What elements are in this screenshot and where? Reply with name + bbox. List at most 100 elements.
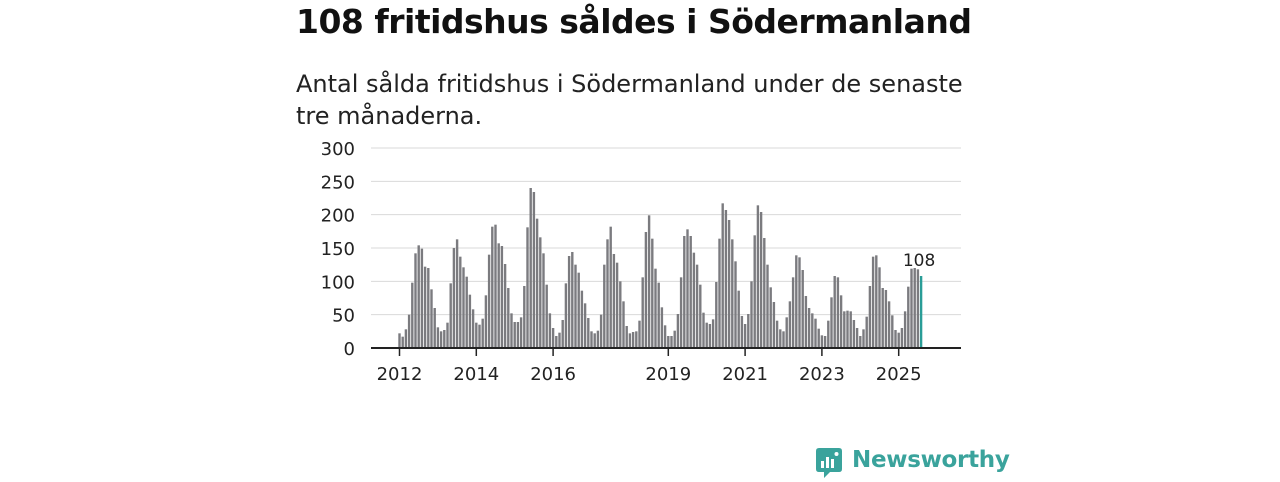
bar	[807, 308, 811, 348]
bar	[404, 329, 408, 348]
bar	[561, 320, 564, 348]
bar	[459, 256, 462, 348]
bar	[542, 253, 545, 348]
bar	[791, 277, 795, 348]
bar	[532, 192, 536, 348]
bar	[558, 332, 561, 348]
bar	[814, 318, 817, 348]
bar	[833, 276, 836, 348]
bar	[484, 295, 488, 348]
bar	[756, 205, 760, 348]
bar	[516, 322, 520, 348]
bar	[721, 203, 724, 348]
x-axis: 2012 2014 2016 2019 2021 2023 2025	[371, 347, 961, 385]
chart-subtitle: Antal sålda fritidshus i Södermanland un…	[296, 70, 963, 130]
bar	[491, 226, 494, 348]
bar	[916, 269, 920, 348]
bar	[731, 239, 734, 348]
bar	[843, 311, 846, 348]
bar	[574, 264, 577, 348]
bar	[769, 287, 772, 348]
bar	[603, 264, 606, 348]
bar	[628, 333, 632, 348]
bar	[887, 301, 891, 348]
bar	[766, 264, 769, 348]
bar	[420, 248, 424, 348]
bar	[455, 239, 459, 348]
bar	[449, 283, 452, 348]
bar	[753, 235, 756, 348]
bar	[529, 188, 532, 348]
bar	[526, 227, 529, 348]
bar	[606, 239, 609, 348]
bar	[862, 329, 865, 348]
bar	[750, 281, 753, 348]
x-tick-label: 2021	[722, 364, 768, 385]
bar	[763, 238, 766, 348]
bar	[795, 255, 798, 348]
bar	[871, 256, 875, 348]
bar	[670, 336, 673, 348]
y-tick-label: 150	[321, 239, 355, 260]
bar	[695, 264, 699, 348]
bar	[855, 328, 859, 348]
bar	[599, 314, 603, 348]
bar	[651, 238, 654, 348]
bar	[907, 286, 910, 348]
bar	[494, 224, 497, 348]
y-tick-label: 250	[321, 172, 355, 193]
bar	[679, 277, 683, 348]
bar	[913, 268, 916, 348]
bar	[548, 313, 552, 348]
bar	[859, 336, 862, 348]
bar	[724, 210, 728, 348]
value-annotation: 108	[903, 251, 935, 271]
bar	[398, 333, 401, 348]
annotations: 108	[903, 251, 935, 271]
bar	[465, 276, 468, 348]
x-tick-label: 2014	[453, 364, 499, 385]
x-tick-label: 2016	[530, 364, 576, 385]
x-tick-label: 2019	[645, 364, 691, 385]
bar	[577, 272, 580, 348]
bar	[619, 281, 622, 348]
bar	[702, 312, 705, 348]
bar	[593, 333, 596, 348]
bar	[686, 229, 689, 348]
brand-name: Newsworthy	[852, 447, 1010, 473]
y-tick-label: 200	[321, 206, 355, 227]
bar	[596, 330, 600, 348]
bar	[897, 332, 900, 348]
bar	[884, 290, 888, 348]
bar	[775, 320, 779, 348]
bar	[497, 243, 500, 348]
bar	[663, 325, 667, 348]
bar	[436, 327, 440, 348]
bar	[478, 324, 481, 348]
bar	[631, 332, 635, 348]
bar	[446, 322, 449, 348]
bar	[635, 331, 638, 348]
bar	[676, 314, 680, 348]
bar	[411, 282, 414, 348]
bar	[830, 297, 833, 348]
bar	[401, 336, 404, 348]
bar	[689, 236, 692, 348]
bar	[654, 268, 657, 348]
x-tick-label: 2012	[377, 364, 423, 385]
bar	[609, 226, 612, 348]
bar	[551, 328, 555, 348]
bar	[718, 238, 721, 348]
bar	[711, 319, 715, 348]
y-tick-label: 300	[321, 139, 355, 160]
bar	[535, 218, 539, 348]
y-axis-tick-labels: 0 50 100 150 200 250 300	[321, 139, 355, 360]
bar	[622, 301, 625, 348]
bar	[523, 286, 526, 348]
bar	[427, 268, 430, 348]
bar	[705, 322, 708, 348]
bar	[788, 301, 792, 348]
bar	[667, 336, 670, 348]
bar	[439, 331, 443, 348]
